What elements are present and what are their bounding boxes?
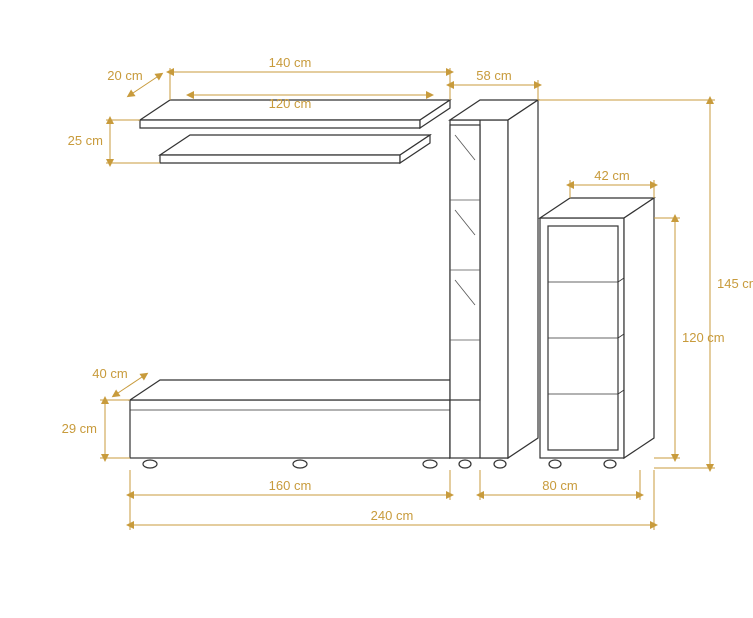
dim-160: 160 cm xyxy=(269,478,312,493)
dim-120h: 120 cm xyxy=(682,330,725,345)
dim-20: 20 cm xyxy=(107,68,142,83)
dim-80: 80 cm xyxy=(542,478,577,493)
dim-40: 40 cm xyxy=(92,366,127,381)
tv-unit xyxy=(130,380,480,468)
dim-25: 25 cm xyxy=(68,133,103,148)
dim-145: 145 cm xyxy=(717,276,753,291)
display-cabinet xyxy=(450,100,538,468)
furniture-diagram: 140 cm 120 cm 58 cm 42 cm 20 cm 25 cm 40… xyxy=(0,0,753,618)
dim-140: 140 cm xyxy=(269,55,312,70)
dim-58: 58 cm xyxy=(476,68,511,83)
dim-42: 42 cm xyxy=(594,168,629,183)
dim-120: 120 cm xyxy=(269,96,312,111)
dim-29: 29 cm xyxy=(62,421,97,436)
bookcase xyxy=(540,198,654,468)
dim-240: 240 cm xyxy=(371,508,414,523)
